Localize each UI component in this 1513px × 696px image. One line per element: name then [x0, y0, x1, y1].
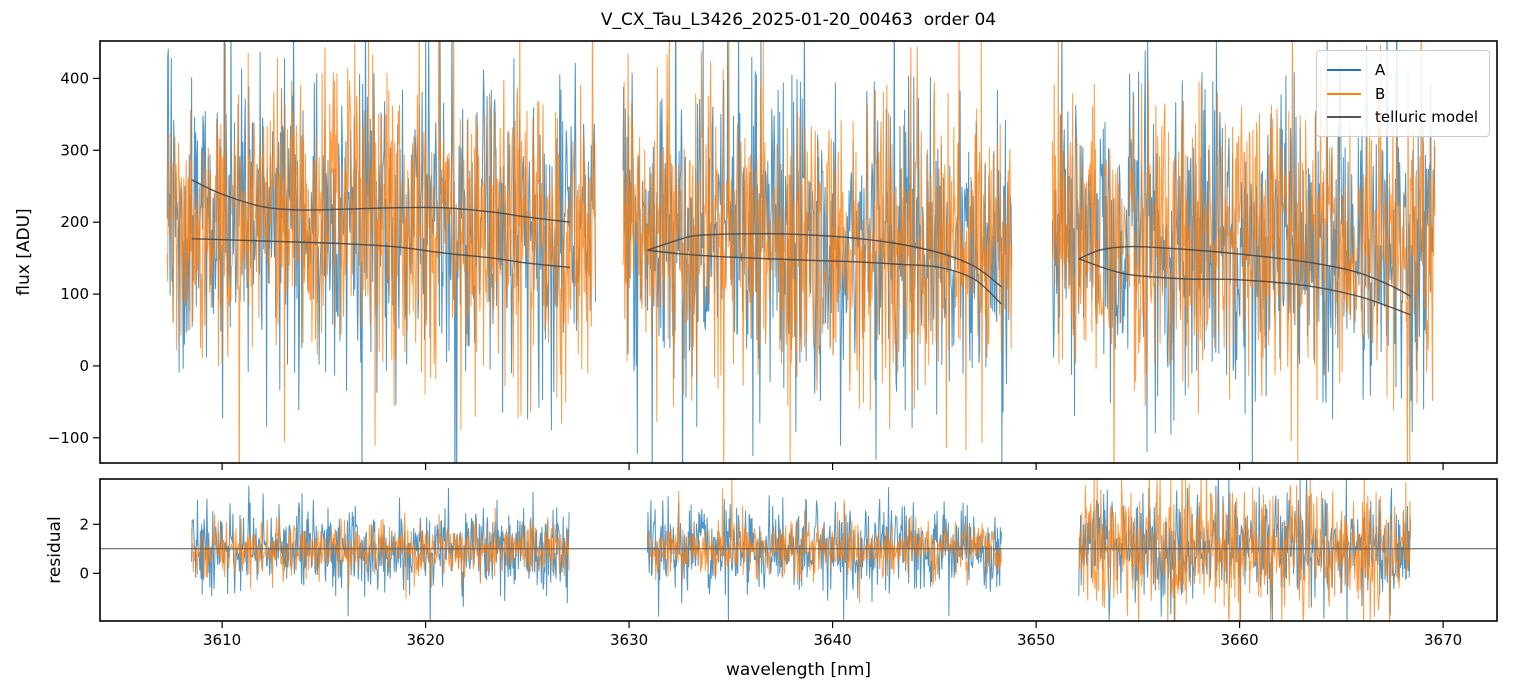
- wavelength-axis-label: wavelength [nm]: [725, 660, 872, 680]
- telluric-curve-lower-seg1: [191, 238, 571, 269]
- residual-noise-B-seg2: [647, 479, 1002, 603]
- figure-title: V_CX_Tau_L3426_2025-01-20_00463 order 04: [600, 10, 997, 30]
- legend-item-telluric-model: telluric model: [1327, 105, 1479, 129]
- legend-item-a: A: [1327, 58, 1479, 82]
- residual-noise-B-seg3: [1078, 479, 1411, 621]
- legend-line-sample-b: [1327, 92, 1361, 95]
- residual-noise-B-seg1: [191, 507, 570, 600]
- flux-noise-B-seg3: [1051, 41, 1436, 463]
- telluric-curve-upper-seg1: [191, 179, 571, 223]
- x-tick-label: 3620: [407, 631, 445, 649]
- telluric-curve-lower-seg3: [1078, 258, 1411, 316]
- x-tick-label: 3660: [1221, 631, 1259, 649]
- telluric-curve-upper-seg3: [1078, 245, 1411, 297]
- flux-y-tick-label: 400: [60, 69, 89, 87]
- flux-axis-label: flux [ADU]: [14, 208, 34, 296]
- legend-line-sample-a: [1327, 68, 1361, 71]
- legend-label-b: B: [1375, 84, 1386, 103]
- flux-y-tick-label: 200: [60, 213, 89, 231]
- telluric-curve-upper-seg2: [647, 232, 1002, 288]
- flux-noise-B-seg1: [166, 41, 596, 463]
- legend-line-sample-telluric: [1327, 116, 1361, 119]
- flux-y-tick-label: 100: [60, 285, 89, 303]
- flux-series-B: [166, 41, 1436, 463]
- legend-item-b: B: [1327, 82, 1479, 106]
- flux-noise-B-seg2: [622, 41, 1013, 463]
- residual-y-tick-label: 2: [79, 515, 89, 533]
- residual-y-tick-label: 0: [79, 564, 89, 582]
- x-tick-label: 3670: [1424, 631, 1462, 649]
- x-tick-label: 3640: [814, 631, 852, 649]
- x-tick-label: 3610: [203, 631, 241, 649]
- telluric-model-curves: [191, 179, 1411, 316]
- legend-label-a: A: [1375, 60, 1386, 79]
- legend-label-telluric: telluric model: [1375, 108, 1479, 127]
- legend-box: A B telluric model: [1316, 50, 1490, 137]
- axes: 3610 3620 3630 3640 3650 3660 3670 −100 0 100 200 3…: [48, 40, 1498, 649]
- x-tick-label: 3630: [610, 631, 648, 649]
- x-tick-label: 3650: [1017, 631, 1055, 649]
- flux-y-tick-label: −100: [48, 429, 89, 447]
- flux-y-tick-label: 0: [79, 357, 89, 375]
- flux-y-tick-label: 300: [60, 141, 89, 159]
- residual-series-B: [191, 479, 1411, 621]
- residual-axis-label: residual: [45, 516, 65, 584]
- telluric-curve-lower-seg2: [647, 249, 1002, 305]
